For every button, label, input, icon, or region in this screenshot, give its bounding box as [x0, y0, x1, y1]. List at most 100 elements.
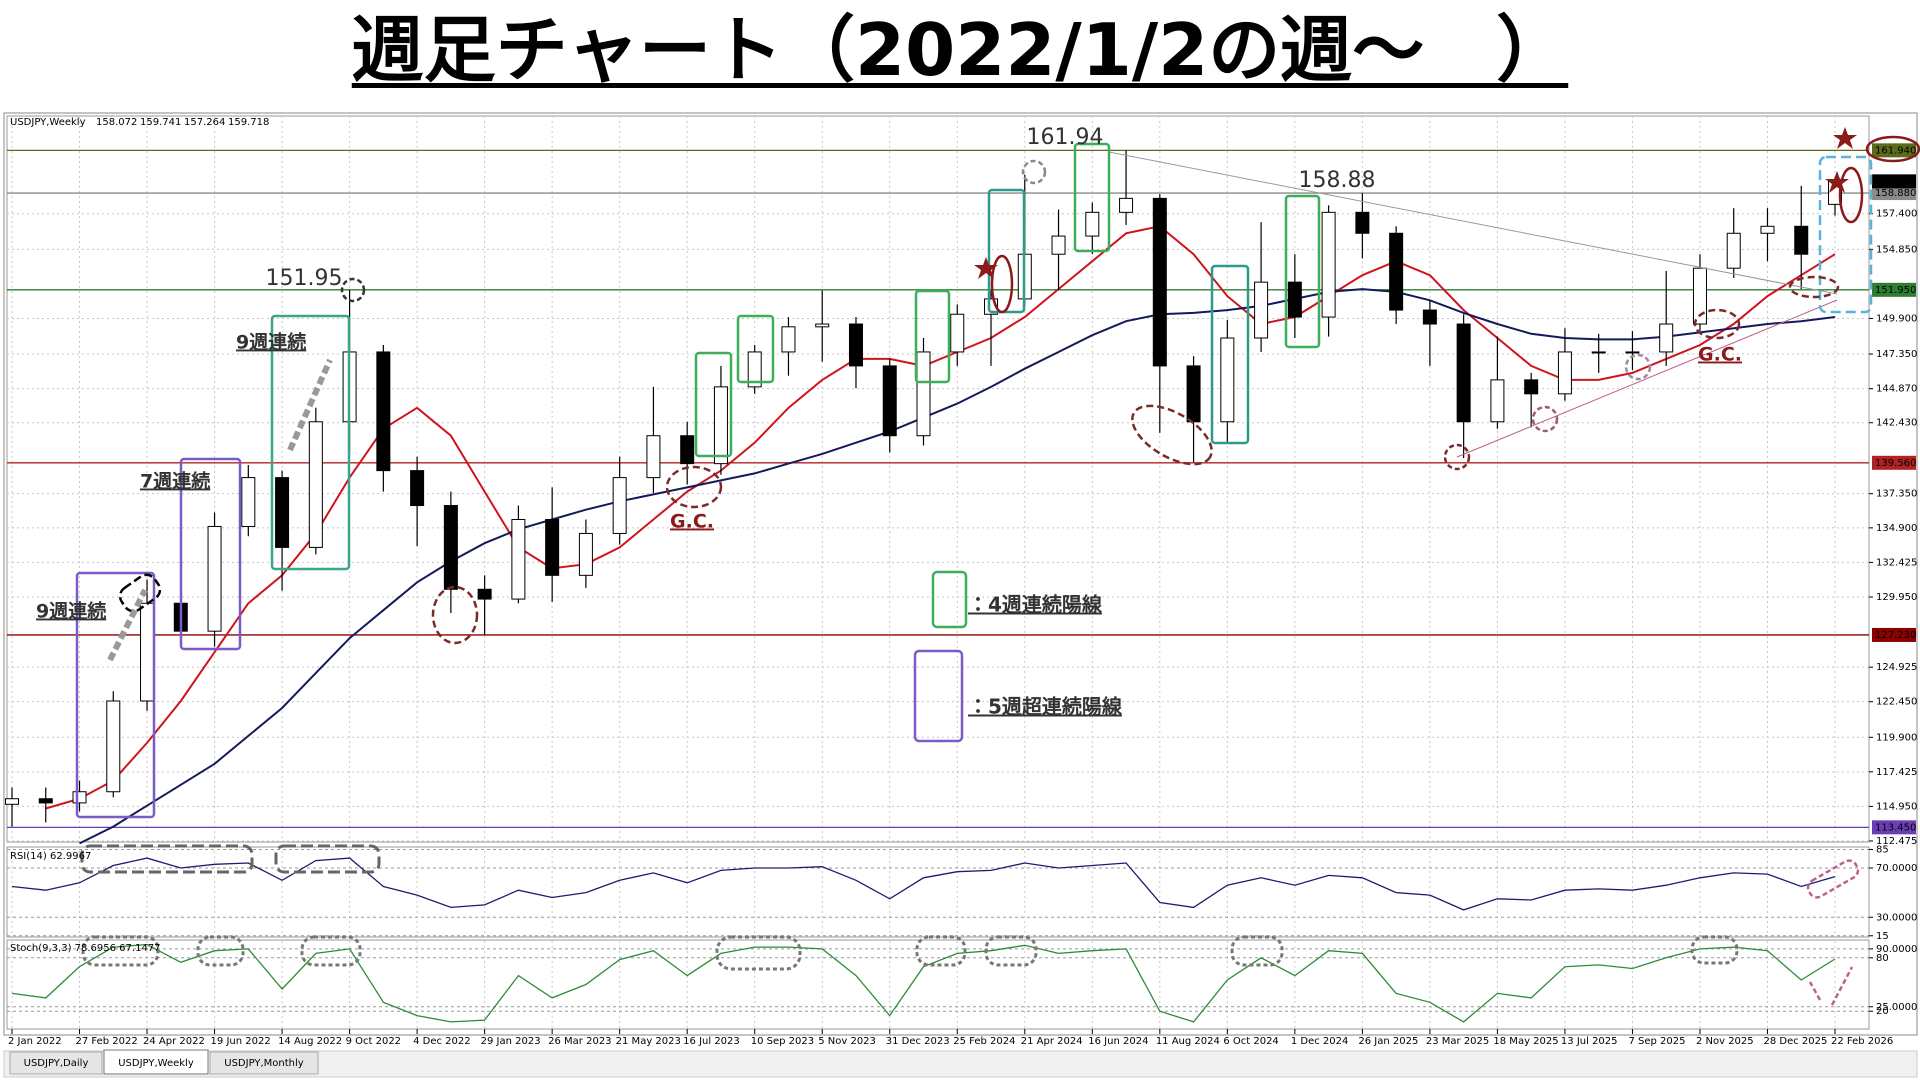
- peak-label: 151.95: [266, 266, 343, 291]
- x-tick-label: 28 Dec 2025: [1763, 1036, 1827, 1047]
- tab-bar: USDJPY,Daily USDJPY,Weekly USDJPY,Monthl…: [3, 1049, 1918, 1078]
- level-label-bg: [1872, 282, 1916, 297]
- y-tick-label: 157.400: [1876, 209, 1917, 220]
- dashed-mark: [1443, 443, 1471, 471]
- trend-line: [1108, 151, 1838, 295]
- dashed-mark: [274, 844, 381, 874]
- x-tick-label: 7 Sep 2025: [1628, 1036, 1685, 1047]
- rsi-pane: [6, 846, 1870, 938]
- candle-body: [1186, 365, 1201, 423]
- level-label: 139.560: [1875, 458, 1916, 469]
- x-tick-label: 16 Jun 2024: [1088, 1036, 1148, 1047]
- y-tick-label: 137.350: [1876, 489, 1917, 500]
- ohlc-high: 159.741: [140, 117, 181, 128]
- tab[interactable]: [9, 1051, 103, 1075]
- candle-body: [612, 477, 627, 534]
- streak-label: 9週連続: [236, 331, 306, 354]
- data-layer: 2 Jan 2022 27 Feb 2022 24 Apr 2022 19 Jun 2…: [5, 116, 1917, 1047]
- x-tick-label: 24 Apr 2022: [143, 1036, 205, 1047]
- candle-body: [241, 477, 256, 527]
- gc-label: G.C.: [670, 511, 714, 533]
- candle-body: [106, 700, 121, 793]
- candle-body: [477, 588, 492, 600]
- candle-body: [680, 435, 695, 465]
- x-tick-label: 13 Jul 2025: [1561, 1036, 1618, 1047]
- peak-label: 161.94: [1027, 125, 1104, 150]
- level-label: 161.940: [1875, 145, 1916, 156]
- candle-body: [1557, 351, 1572, 395]
- ohlc-low: 157.264: [184, 117, 225, 128]
- candle-body: [1760, 225, 1775, 234]
- streak-label: 7週連続: [140, 470, 210, 493]
- x-tick-label: 31 Dec 2023: [886, 1036, 950, 1047]
- streak-box: [75, 571, 156, 819]
- candle-body: [848, 323, 863, 367]
- tab[interactable]: [209, 1051, 319, 1075]
- x-tick-label: 6 Oct 2024: [1223, 1036, 1278, 1047]
- level-label: 151.950: [1875, 285, 1916, 296]
- ma-line: [45, 225, 1836, 810]
- y-tick-label: 25.0000: [1876, 1002, 1917, 1013]
- x-tick-label: 10 Sep 2023: [751, 1036, 814, 1047]
- candle-body: [916, 351, 931, 437]
- candle-body: [950, 313, 965, 353]
- streak-box: [987, 188, 1026, 314]
- streak-box: [1818, 155, 1873, 314]
- candle-body: [38, 798, 53, 804]
- x-tick-label: 9 Oct 2022: [346, 1036, 401, 1047]
- candle-body: [646, 435, 661, 479]
- legend-swatch: [931, 570, 968, 629]
- level-label: 113.450: [1875, 822, 1916, 833]
- tab-label[interactable]: USDJPY,Daily: [24, 1058, 89, 1069]
- dashed-mark: [340, 277, 366, 303]
- x-tick-label: 23 Mar 2025: [1426, 1036, 1489, 1047]
- streak-label: 9週連続: [36, 600, 106, 623]
- streak-box: [1284, 194, 1321, 349]
- candle-body: [410, 470, 425, 507]
- x-tick-label: 2 Nov 2025: [1696, 1036, 1754, 1047]
- page-title: 週足チャート（2022/1/2の週～ ）: [0, 2, 1920, 98]
- x-tick-label: 5 Nov 2023: [818, 1036, 876, 1047]
- stoch-pane: [6, 939, 1870, 1030]
- candle-body: [545, 518, 560, 576]
- candle-body: [1625, 351, 1640, 354]
- candle-body: [376, 351, 391, 472]
- streak-box: [1073, 142, 1111, 253]
- candle-body: [781, 326, 796, 353]
- y-tick-label: 144.870: [1876, 384, 1917, 395]
- ma-line: [79, 288, 1836, 845]
- candle-body: [1524, 379, 1539, 395]
- level-label: 127.230: [1875, 630, 1916, 641]
- y-tick-label: 154.850: [1876, 244, 1917, 255]
- candle-body: [1287, 281, 1302, 318]
- streak-box: [179, 457, 242, 651]
- chart-frame: [3, 112, 1918, 1036]
- candle-body: [308, 421, 323, 548]
- candle-body: [1490, 379, 1505, 423]
- candle-body: [1389, 232, 1404, 311]
- y-tick-label: 142.430: [1876, 418, 1917, 429]
- legend-label: ：5週超連続陽線: [968, 695, 1123, 719]
- y-tick-label: 124.925: [1876, 662, 1917, 673]
- price-pane: [6, 115, 1870, 843]
- candle-body: [511, 518, 526, 600]
- dashed-mark: [431, 585, 479, 645]
- dashed-mark: [287, 358, 333, 452]
- ohlc-open: 158.072: [96, 117, 137, 128]
- indicator-line: [11, 857, 1836, 911]
- y-tick-label: 85: [1876, 844, 1889, 855]
- annotation-layer: [75, 127, 1920, 1006]
- candle-body: [1321, 211, 1336, 318]
- x-tick-label: 14 Aug 2022: [278, 1036, 342, 1047]
- tab[interactable]: [103, 1049, 209, 1075]
- dashed-mark: [1788, 275, 1840, 299]
- streak-box: [694, 351, 733, 458]
- candle-body: [1254, 281, 1269, 339]
- level-label: 158.880: [1875, 188, 1916, 199]
- tab-label[interactable]: USDJPY,Monthly: [224, 1058, 304, 1069]
- tab-label[interactable]: USDJPY,Weekly: [118, 1058, 194, 1069]
- ohlc-close: 159.718: [228, 117, 269, 128]
- candle-body: [1456, 323, 1471, 423]
- candle-body: [443, 505, 458, 590]
